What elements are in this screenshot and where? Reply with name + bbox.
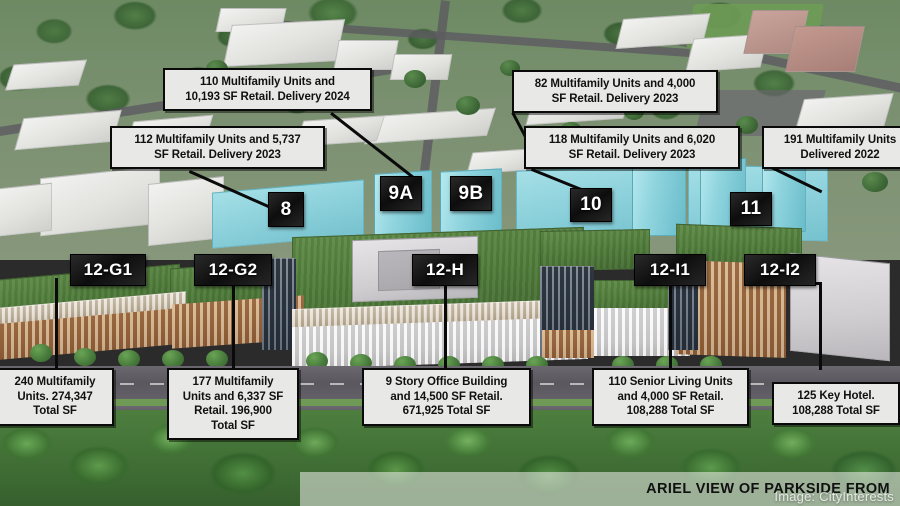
callout-11: 191 Multifamily Units Delivered 2022 — [762, 126, 900, 169]
callout-9a: 110 Multifamily Units and 10,193 SF Reta… — [163, 68, 372, 111]
street-tree — [74, 348, 96, 366]
callout-8: 112 Multifamily Units and 5,737 SF Retai… — [110, 126, 325, 169]
watermark-credit: Image: CityInterests — [774, 489, 894, 504]
leader-line-12-g2 — [232, 282, 235, 374]
background-building — [333, 40, 399, 70]
badge-block-12-g2: 12-G2 — [194, 254, 272, 286]
background-tree — [404, 70, 426, 88]
badge-block-8: 8 — [268, 192, 304, 227]
badge-block-11: 11 — [730, 192, 772, 226]
background-tree — [456, 96, 480, 115]
leader-line-12-g1 — [55, 278, 58, 374]
callout-10: 118 Multifamily Units and 6,020 SF Retai… — [524, 126, 740, 169]
callout-12-g1: 240 Multifamily Units. 274,347 Total SF — [0, 368, 114, 426]
facade-12-i1-base — [542, 330, 594, 358]
callout-12-i1: 110 Senior Living Units and 4,000 SF Ret… — [592, 368, 749, 426]
street-tree — [118, 350, 140, 368]
campus-building-left — [0, 182, 52, 238]
callout-12-i2: 125 Key Hotel. 108,288 Total SF — [772, 382, 900, 425]
badge-block-12-i2: 12-I2 — [744, 254, 816, 286]
badge-block-12-h: 12-H — [412, 254, 478, 286]
leader-line-12-i1 — [669, 282, 672, 370]
callout-9b: 82 Multifamily Units and 4,000 SF Retail… — [512, 70, 718, 113]
background-building — [785, 26, 865, 72]
street-tree — [162, 350, 184, 368]
callout-12-g2: 177 Multifamily Units and 6,337 SF Retai… — [167, 368, 299, 440]
title-text: ARIEL VIEW OF PARKSIDE FROM — [646, 481, 890, 497]
background-tree — [736, 116, 758, 134]
leader-line-12-i2 — [819, 282, 822, 370]
background-building — [222, 19, 346, 67]
leader-line-12-h — [444, 282, 447, 370]
callout-12-h: 9 Story Office Building and 14,500 SF Re… — [362, 368, 531, 426]
title-bar: ARIEL VIEW OF PARKSIDE FROM — [300, 472, 900, 506]
street-tree — [30, 344, 52, 362]
badge-block-12-g1: 12-G1 — [70, 254, 146, 286]
background-tree — [862, 172, 888, 192]
street-tree — [306, 352, 328, 370]
badge-block-10: 10 — [570, 188, 612, 222]
street-tree — [206, 350, 228, 368]
badge-block-9a: 9A — [380, 176, 422, 211]
badge-block-12-i1: 12-I1 — [634, 254, 706, 286]
badge-block-9b: 9B — [450, 176, 492, 211]
